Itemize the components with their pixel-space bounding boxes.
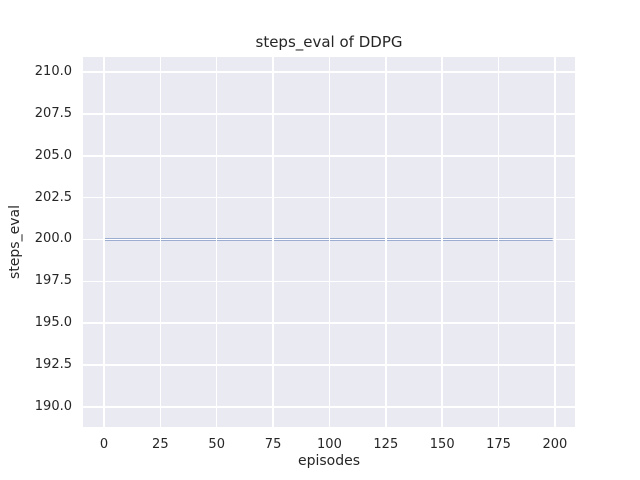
y-gridline xyxy=(83,155,575,157)
y-gridline xyxy=(83,280,575,283)
x-gridline xyxy=(328,57,331,427)
y-tick-label: 207.5 xyxy=(34,105,72,121)
y-gridline xyxy=(83,322,575,324)
y-gridline xyxy=(83,71,575,73)
y-tick-label: 192.5 xyxy=(34,357,72,373)
x-tick-label: 175 xyxy=(486,437,511,452)
y-gridline xyxy=(83,364,575,366)
y-tick-label: 200.0 xyxy=(34,231,72,247)
x-gridline xyxy=(215,57,218,427)
x-gridline xyxy=(385,57,387,427)
y-gridline xyxy=(83,238,575,241)
y-gridline xyxy=(83,196,575,199)
y-tick-label: 195.0 xyxy=(34,315,72,331)
x-tick-label: 125 xyxy=(373,437,399,452)
chart-title: steps_eval of DDPG xyxy=(255,33,403,51)
x-gridline xyxy=(272,57,274,427)
x-gridline xyxy=(103,57,105,427)
x-gridline xyxy=(441,57,443,427)
x-gridline xyxy=(159,57,162,427)
y-tick-label: 202.5 xyxy=(34,189,72,205)
x-tick-label: 75 xyxy=(264,437,282,452)
x-tick-label: 0 xyxy=(99,437,109,452)
x-gridline xyxy=(554,57,556,427)
x-tick-label: 25 xyxy=(152,437,169,452)
y-tick-label: 190.0 xyxy=(34,398,72,414)
y-gridline xyxy=(83,406,575,408)
y-gridline xyxy=(83,113,575,115)
x-gridline xyxy=(497,57,500,427)
plot-area xyxy=(83,57,575,427)
x-axis-label: episodes xyxy=(297,453,361,469)
x-tick-label: 150 xyxy=(429,437,455,452)
x-tick-label: 50 xyxy=(208,437,225,452)
x-tick-label: 100 xyxy=(317,437,342,452)
y-tick-label: 197.5 xyxy=(34,273,72,289)
y-tick-label: 210.0 xyxy=(34,64,72,80)
x-tick-label: 200 xyxy=(542,437,568,452)
y-tick-label: 205.0 xyxy=(34,147,72,163)
